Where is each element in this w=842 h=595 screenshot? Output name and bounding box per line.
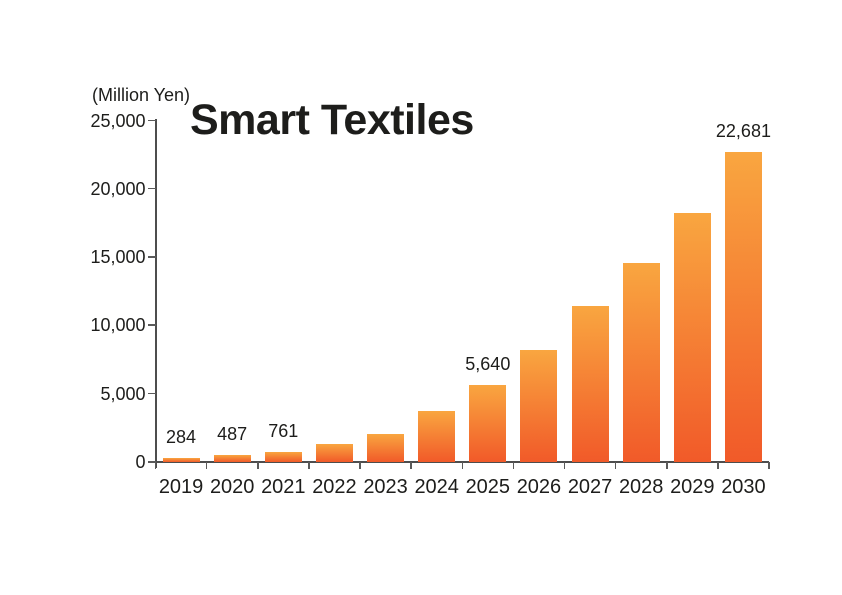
x-tick-label: 2025 xyxy=(465,476,511,498)
bar-value-label: 761 xyxy=(268,420,299,441)
x-tick-label: 2023 xyxy=(363,476,408,498)
x-tick-label: 2019 xyxy=(158,476,204,498)
x-tick xyxy=(768,462,770,469)
bar-value-label: 284 xyxy=(166,427,197,448)
x-tick-label: 2024 xyxy=(414,476,459,498)
bar-value-label: 487 xyxy=(217,424,248,445)
y-tick-label: 5,000 xyxy=(100,383,146,404)
x-tick-label: 2028 xyxy=(618,476,664,498)
x-tick xyxy=(154,462,157,469)
x-tick xyxy=(512,462,515,469)
y-axis-line xyxy=(154,118,157,468)
bar xyxy=(418,410,456,462)
x-tick xyxy=(257,462,259,469)
y-tick xyxy=(147,187,156,190)
x-tick xyxy=(461,462,463,469)
bar-value-label: 5,640 xyxy=(465,353,511,374)
x-tick xyxy=(666,462,668,469)
y-tick-label: 10,000 xyxy=(90,315,146,336)
x-tick xyxy=(410,462,412,469)
x-tick xyxy=(563,462,566,469)
x-tick xyxy=(359,462,361,469)
x-tick-label: 2027 xyxy=(567,476,613,498)
y-axis-unit-label: (Million Yen) xyxy=(92,85,191,105)
x-tick-label: 2029 xyxy=(670,476,715,498)
y-tick-label: 15,000 xyxy=(90,247,146,268)
bar-value-label: 22,681 xyxy=(715,121,771,142)
y-tick xyxy=(147,256,156,258)
x-tick xyxy=(614,462,617,469)
chart-title: Smart Textiles xyxy=(190,96,474,144)
y-tick xyxy=(147,461,156,463)
x-tick-label: 2020 xyxy=(209,476,255,498)
x-tick-label: 2022 xyxy=(312,476,357,498)
x-tick-label: 2021 xyxy=(261,476,306,498)
y-tick xyxy=(147,392,156,395)
bar xyxy=(264,451,302,462)
y-tick xyxy=(147,119,156,121)
x-tick-label: 2030 xyxy=(721,476,766,498)
bar xyxy=(724,152,762,462)
x-tick xyxy=(205,462,208,469)
bar xyxy=(213,455,251,462)
bar xyxy=(469,384,507,462)
bar xyxy=(315,444,353,462)
x-tick xyxy=(717,462,719,469)
x-tick-label: 2026 xyxy=(516,476,562,498)
y-tick-label: 25,000 xyxy=(90,110,146,131)
bar xyxy=(622,263,660,462)
y-tick-label: 20,000 xyxy=(90,178,146,199)
y-tick-label: 0 xyxy=(135,452,146,472)
x-tick xyxy=(308,462,310,469)
bar xyxy=(162,458,200,462)
bar xyxy=(367,433,405,462)
bar xyxy=(673,213,711,462)
bar xyxy=(571,306,609,462)
y-tick xyxy=(147,324,156,326)
bar xyxy=(520,349,558,462)
